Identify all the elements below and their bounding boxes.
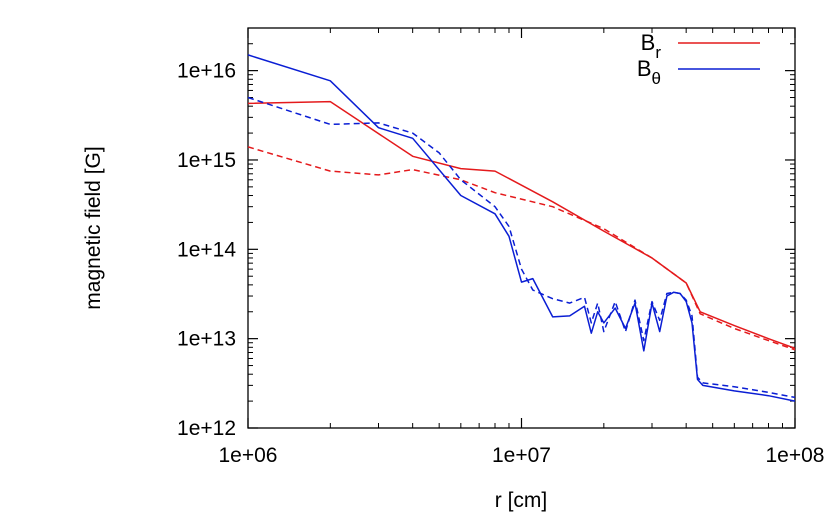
y-axis-title: magnetic field [G] — [82, 146, 105, 309]
y-tick-label: 1e+12 — [177, 417, 236, 440]
series-line-1 — [247, 146, 796, 351]
y-tick-label: 1e+13 — [177, 328, 236, 351]
y-tick-label: 1e+16 — [177, 60, 236, 83]
series-line-3 — [247, 96, 796, 399]
x-tick-label: 1e+08 — [766, 444, 825, 467]
series-line-2 — [247, 54, 796, 402]
axis-ticks: 1e+06 1e+07 1e+08 1e+12 1e+13 1e+14 1e+15 1e+16 — [177, 27, 825, 467]
plot-frame — [247, 27, 796, 429]
x-axis-title: r [cm] — [495, 489, 548, 512]
x-tick-label: 1e+06 — [219, 444, 278, 467]
x-tick-label: 1e+07 — [492, 444, 551, 467]
series-layer — [247, 54, 796, 402]
y-tick-label: 1e+14 — [177, 238, 236, 261]
y-tick-label: 1e+15 — [177, 149, 236, 172]
series-line-0 — [247, 100, 796, 350]
